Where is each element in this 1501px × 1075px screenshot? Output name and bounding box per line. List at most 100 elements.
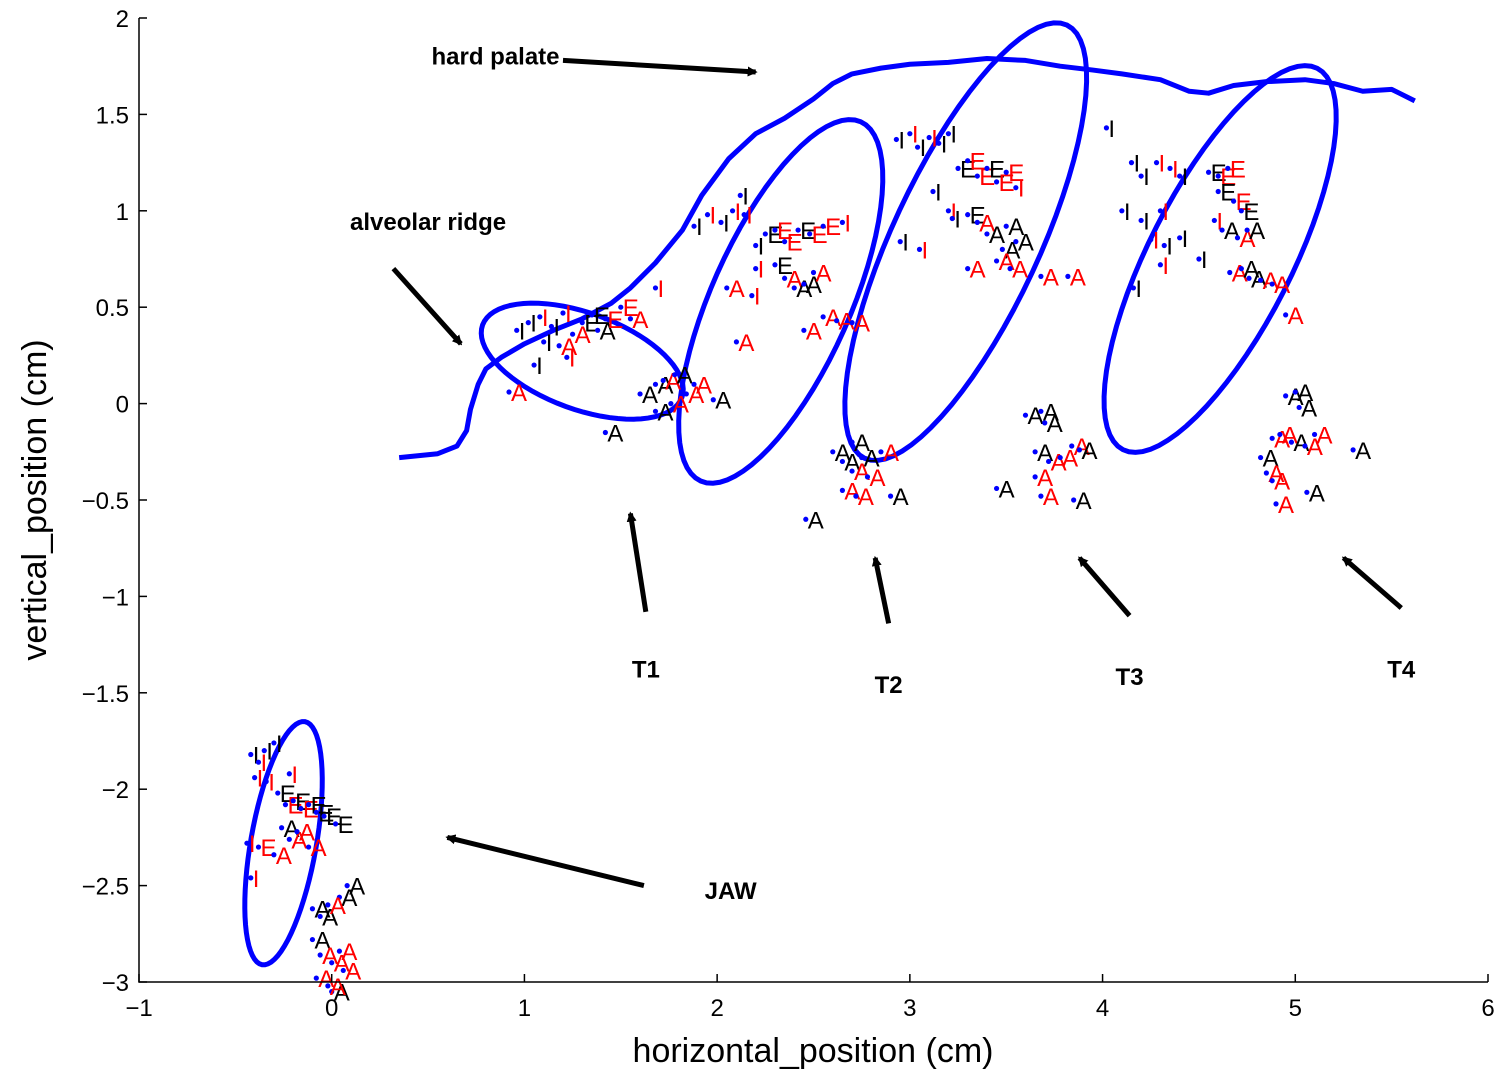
point-dot-t4	[1167, 165, 1173, 171]
point-dot-t4	[1211, 217, 1217, 224]
y-tick-label: 2	[116, 6, 129, 33]
point-label-t3-i: I	[950, 199, 957, 226]
point-dot-t3	[1038, 408, 1044, 414]
point-dot-jaw	[305, 802, 312, 808]
arrow-t2	[871, 555, 892, 624]
point-label-jaw-a: A	[334, 980, 350, 1007]
arrow-hard-palate	[562, 57, 758, 77]
point-dot-t4	[1225, 165, 1231, 171]
point-label-t4-i: I	[1162, 253, 1169, 280]
point-label-t2-a: A	[729, 276, 745, 303]
point-label-t4-a: A	[1249, 218, 1265, 245]
point-dot-jaw	[290, 798, 296, 804]
point-label-t3-a: A	[1074, 434, 1090, 461]
point-dot-t1	[525, 320, 531, 326]
x-tick-label: 3	[903, 995, 916, 1022]
point-label-t4-a: A	[1293, 430, 1309, 457]
point-label-t4-a: A	[1239, 226, 1255, 253]
point-label-t4-a: A	[1274, 469, 1290, 496]
point-label-t3-a: A	[1037, 465, 1053, 492]
point-label-t3-e: E	[970, 149, 986, 176]
point-dot-t1	[618, 304, 624, 310]
point-dot-t1	[652, 408, 659, 414]
point-label-t3-a: A	[1027, 403, 1043, 430]
y-tick-label: −2.5	[82, 874, 129, 901]
point-label-t3-a: A	[1043, 264, 1059, 291]
point-label-t1-a: A	[673, 392, 689, 419]
point-label-t4-a: A	[1274, 272, 1290, 299]
point-label-t2-i: I	[723, 210, 730, 237]
point-label-jaw-a: A	[345, 958, 361, 985]
point-label-t2-e: E	[825, 214, 841, 241]
point-dot-t2	[839, 487, 846, 493]
point-dot-t3	[993, 258, 1000, 264]
point-dot-t1	[548, 323, 555, 330]
point-dot-t1	[541, 339, 547, 345]
point-label-t2-e: E	[787, 230, 803, 257]
point-dot-jaw	[329, 960, 335, 966]
point-label-t3-i: I	[921, 237, 928, 264]
point-dot-t3	[955, 165, 961, 171]
point-dot-t2	[801, 281, 807, 287]
x-tick-label: 4	[1096, 995, 1109, 1022]
point-dot-t3	[974, 173, 980, 179]
point-label-t3-a: A	[1012, 257, 1028, 284]
point-label-t3-a: A	[979, 210, 995, 237]
point-label-jaw-a: A	[291, 827, 307, 854]
point-dot-t4	[1196, 256, 1202, 262]
point-dot-t3	[999, 246, 1005, 252]
point-label-t2-a: A	[806, 272, 822, 299]
point-dot-t3	[965, 266, 971, 272]
point-label-t1-a: A	[575, 322, 591, 349]
y-tick-label: 1.5	[96, 102, 129, 129]
point-label-t3-a: A	[1062, 446, 1078, 473]
point-dot-t2	[853, 493, 859, 499]
point-dot-t4	[1238, 266, 1244, 272]
point-dot-t2	[729, 208, 736, 214]
y-tick-label: −1.5	[82, 681, 129, 708]
point-dot-t1	[652, 285, 659, 291]
annotation-t3: T3	[1116, 664, 1144, 691]
point-dot-t3	[1003, 223, 1009, 229]
point-dot-t4	[1269, 478, 1275, 484]
point-dot-t3	[893, 136, 899, 143]
point-dot-t4	[1257, 454, 1264, 461]
point-dot-t4	[1227, 269, 1233, 276]
point-label-t2-e: E	[767, 222, 783, 249]
point-dot-t2	[795, 227, 801, 233]
point-dot-t1	[579, 320, 585, 326]
point-label-jaw-a: A	[330, 893, 346, 920]
ellipse-t3	[842, 20, 1090, 463]
point-dot-t4	[1161, 242, 1167, 249]
ellipse-t1	[478, 300, 686, 422]
point-dot-t3	[1013, 185, 1019, 191]
point-label-t3-a: A	[989, 222, 1005, 249]
point-label-jaw-i: I	[268, 769, 275, 796]
point-label-t2-a: A	[806, 318, 822, 345]
point-label-t4-i: I	[1135, 276, 1142, 303]
point-dot-t2	[801, 327, 807, 333]
point-label-t1-a: A	[642, 382, 658, 409]
point-dot-t3	[1013, 239, 1019, 245]
x-tick-label: 5	[1289, 995, 1302, 1022]
point-dot-t1	[570, 331, 576, 337]
point-label-t4-a: A	[1288, 384, 1304, 411]
point-dot-jaw	[244, 840, 250, 846]
point-label-t3-a: A	[1047, 411, 1063, 438]
point-label-jaw-a: A	[311, 835, 327, 862]
point-label-t1-i: I	[565, 301, 572, 328]
y-tick-label: −0.5	[82, 488, 129, 515]
point-label-t1-a: A	[511, 380, 527, 407]
point-dot-t3	[945, 208, 952, 214]
point-label-t1-a: A	[607, 421, 623, 448]
point-label-t1-i: I	[553, 314, 560, 341]
point-dot-t1	[627, 316, 634, 322]
point-dot-t1	[537, 314, 543, 320]
y-tick-label: 0	[116, 392, 129, 419]
point-label-t3-a: A	[1051, 449, 1067, 476]
point-dot-t4	[1244, 227, 1250, 233]
x-tick-label: 6	[1481, 995, 1494, 1022]
point-label-t2-a: A	[883, 440, 899, 467]
point-dot-t3	[926, 134, 932, 141]
point-label-t4-i: I	[1172, 156, 1179, 183]
